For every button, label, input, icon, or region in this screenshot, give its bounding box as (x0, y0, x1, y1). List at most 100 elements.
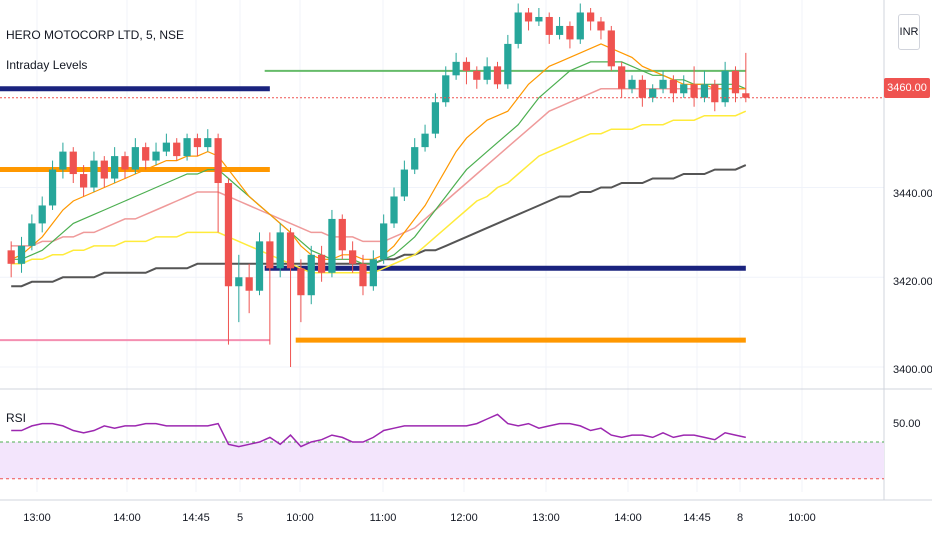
candle-body (245, 277, 253, 291)
candle-body (90, 160, 98, 188)
candle-body (17, 245, 26, 264)
candle-body (680, 84, 688, 94)
candle-body (255, 241, 264, 291)
x-tick-label: 8 (736, 512, 744, 524)
candle-body (514, 12, 522, 44)
candle-body (7, 250, 15, 264)
candle-body (224, 183, 233, 287)
chart-title: HERO MOTOCORP LTD, 5, NSE (6, 28, 185, 42)
candle-body (390, 196, 398, 224)
candle-body (421, 133, 429, 148)
candle-body (359, 263, 367, 287)
indicator-label: Intraday Levels (6, 58, 88, 72)
candle-body (307, 254, 315, 296)
candle-body (328, 218, 336, 273)
candle-body (669, 79, 678, 94)
candle-body (317, 254, 326, 273)
candle-body (576, 12, 584, 40)
candle-body (380, 223, 388, 260)
candle-body (411, 147, 419, 170)
candle-body (183, 138, 191, 157)
ema-mid-line (11, 88, 746, 247)
candle-body (555, 25, 564, 35)
x-tick-label: 13:00 (23, 512, 51, 524)
x-tick-label: 12:00 (450, 512, 478, 524)
candle-body (586, 12, 595, 22)
candle-body (731, 70, 740, 94)
candle-body (28, 223, 36, 246)
candle-body (193, 138, 202, 148)
candle-body (349, 250, 357, 264)
candle-body (286, 232, 295, 269)
candle-body (535, 16, 543, 22)
x-tick-label: 10:00 (788, 512, 816, 524)
x-tick-label: 10:00 (286, 512, 314, 524)
candle-body (204, 138, 212, 148)
candle-body (276, 232, 284, 269)
x-tick-label: 13:00 (532, 512, 560, 524)
ema-slow-line (11, 61, 747, 265)
candle-body (111, 156, 119, 179)
candle-body (48, 169, 57, 206)
candle-body (266, 241, 274, 269)
x-tick-label: 11:00 (369, 512, 397, 524)
x-tick-label: 14:00 (113, 512, 141, 524)
candle-body (659, 79, 667, 89)
currency-button[interactable]: INR (898, 14, 920, 50)
candle-body (545, 16, 553, 35)
candle-body (121, 156, 129, 170)
candle-body (742, 93, 750, 98)
x-tick-label: 5 (236, 512, 244, 524)
candle-body (152, 151, 160, 161)
candle-body (100, 160, 108, 179)
candle-body (700, 84, 709, 98)
candle-body (79, 174, 88, 188)
y-tick-label: 3420.00 (893, 276, 932, 288)
candle-body (69, 151, 77, 175)
candle-body (442, 75, 450, 103)
ema-fast-line (10, 43, 746, 260)
candle-body (524, 12, 533, 22)
candle-body (162, 142, 171, 152)
candle-body (597, 21, 605, 31)
candle-body (493, 66, 502, 85)
candle-body (38, 205, 46, 224)
rsi-band (0, 442, 884, 479)
rsi-line (11, 413, 746, 448)
candle-body (297, 268, 305, 296)
candle-body (235, 277, 243, 287)
x-tick-label: 14:00 (614, 512, 642, 524)
candle-body (618, 66, 626, 89)
candle-body (338, 218, 346, 251)
candle-body (131, 147, 139, 170)
current-price-tag: 3460.00 (884, 78, 930, 98)
candle-body (721, 70, 729, 103)
candle-body (566, 25, 574, 40)
candle-body (607, 30, 615, 67)
candle-body (214, 138, 222, 184)
rsi-label: RSI (6, 411, 27, 425)
candle-body (473, 70, 481, 80)
y-tick-label: 3400.00 (893, 364, 932, 376)
candle-body (649, 88, 657, 98)
candle-body (628, 79, 636, 89)
candle-body (142, 147, 150, 161)
x-tick-label: 14:45 (182, 512, 210, 524)
candle-body (483, 66, 491, 80)
rsi-tick-label: 50.00 (893, 418, 921, 430)
x-tick-label: 14:45 (683, 512, 711, 524)
candle-body (400, 169, 408, 197)
candle-body (452, 61, 460, 76)
candle-body (690, 84, 698, 98)
candle-body (59, 151, 67, 170)
candle-body (711, 84, 719, 103)
sma-yellow-line (11, 110, 747, 274)
candle-body (504, 43, 512, 85)
candle-body (173, 142, 181, 157)
candle-body (431, 102, 440, 134)
candle-body (638, 79, 646, 98)
candle-body (462, 61, 471, 71)
candle-body (369, 259, 377, 287)
y-tick-label: 3440.00 (893, 188, 932, 200)
